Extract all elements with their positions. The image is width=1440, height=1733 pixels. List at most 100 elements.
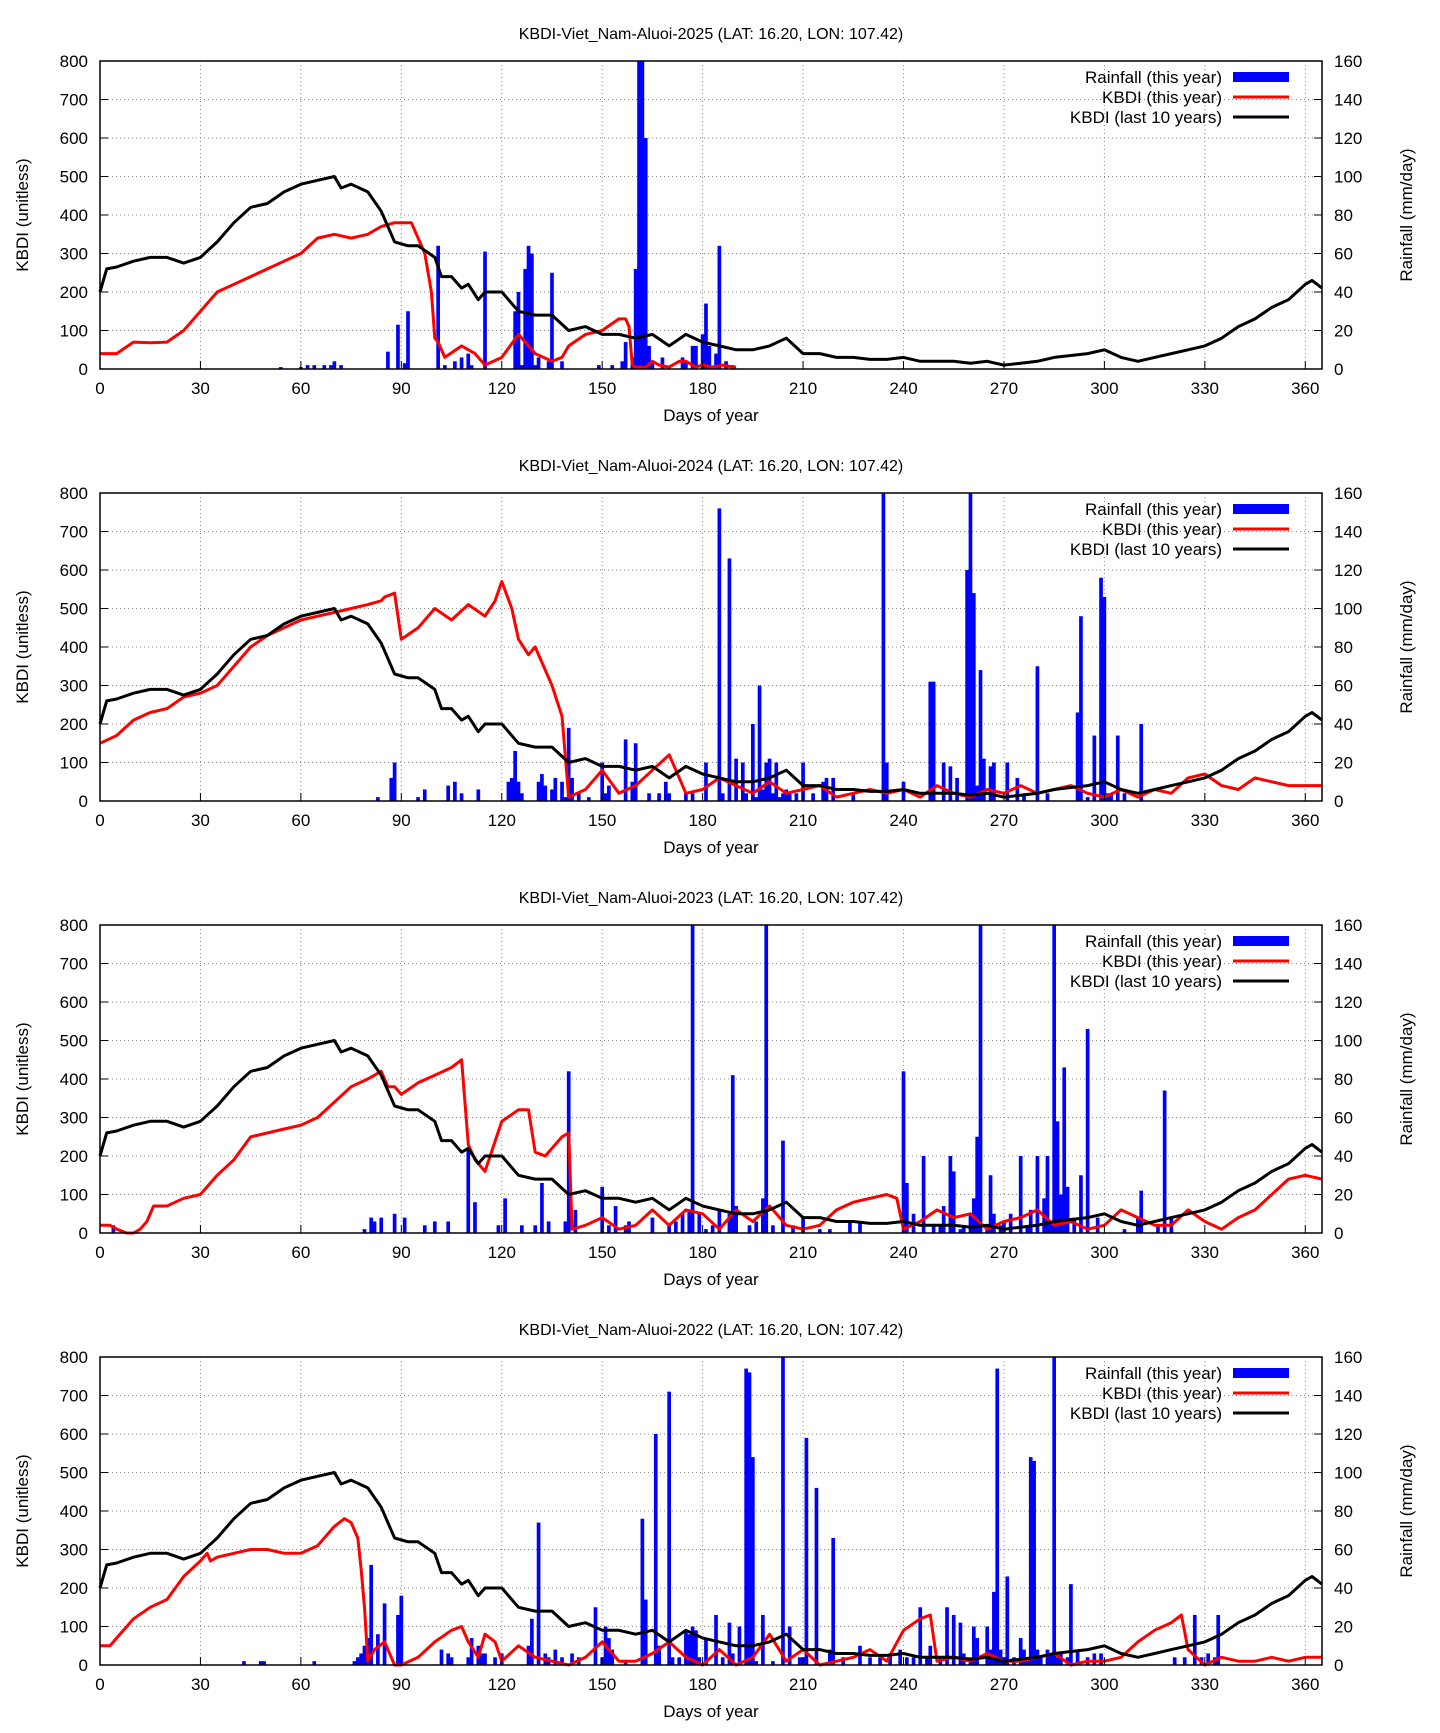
x-tick-label: 30 <box>191 811 210 830</box>
legend-swatch-rainfall <box>1233 936 1289 946</box>
rainfall-bar <box>663 781 668 801</box>
rainfall-bar <box>707 345 712 369</box>
rainfall-bar <box>804 1437 809 1665</box>
rainfall-bar <box>516 292 521 369</box>
rainfall-bar <box>1122 1229 1127 1233</box>
rainfall-bar <box>523 268 528 369</box>
y-left-tick-label: 500 <box>60 168 88 187</box>
rainfall-bar <box>814 1487 819 1665</box>
rainfall-bar <box>684 793 688 801</box>
rainfall-bar <box>717 245 722 369</box>
y-left-tick-label: 300 <box>60 1109 88 1128</box>
rainfall-bar <box>794 793 799 801</box>
rainfall-bar <box>416 797 420 801</box>
x-tick-label: 0 <box>95 811 104 830</box>
rainfall-bar <box>858 1221 862 1233</box>
x-axis-label: Days of year <box>663 1702 759 1721</box>
x-tick-label: 240 <box>889 379 917 398</box>
chart-title: KBDI-Viet_Nam-Aluoi-2024 (LAT: 16.20, LO… <box>519 458 904 475</box>
rainfall-bar <box>1162 1090 1167 1233</box>
rainfall-bar <box>988 766 993 801</box>
rainfall-bar <box>449 1657 454 1665</box>
y-left-tick-label: 100 <box>60 322 88 341</box>
rainfall-bar <box>479 1653 484 1665</box>
rainfall-bar <box>1115 735 1120 801</box>
rainfall-bar <box>546 361 551 369</box>
x-tick-label: 180 <box>688 1243 716 1262</box>
y-right-axis-label: Rainfall (mm/day) <box>1397 1012 1416 1145</box>
y-right-axis-label: Rainfall (mm/day) <box>1397 1444 1416 1577</box>
rainfall-bar <box>560 1657 564 1665</box>
rainfall-bar <box>469 365 474 369</box>
x-tick-label: 210 <box>789 1243 817 1262</box>
rainfall-bar <box>1018 1638 1023 1665</box>
rainfall-bar <box>623 739 628 801</box>
y-left-tick-label: 300 <box>60 677 88 696</box>
x-tick-label: 30 <box>191 1243 210 1262</box>
x-tick-label: 300 <box>1090 811 1118 830</box>
rainfall-bar <box>727 558 732 801</box>
rainfall-bar <box>376 797 380 801</box>
legend-label: KBDI (last 10 years) <box>1070 1404 1222 1423</box>
y-right-axis-label: Rainfall (mm/day) <box>1397 580 1416 713</box>
rainfall-bar <box>493 1657 497 1665</box>
rainfall-bar <box>1028 1457 1033 1665</box>
rainfall-bar <box>536 357 541 369</box>
x-tick-label: 240 <box>889 811 917 830</box>
rainfall-bar <box>955 777 959 801</box>
rainfall-bar <box>1156 1225 1160 1233</box>
rainfall-bar <box>483 251 487 369</box>
rainfall-bar <box>771 1661 775 1665</box>
y-left-tick-label: 100 <box>60 1186 88 1205</box>
rainfall-bar <box>928 681 933 801</box>
x-axis-label: Days of year <box>663 1270 759 1289</box>
rainfall-bar <box>717 508 722 801</box>
rainfall-bar <box>242 1661 246 1665</box>
rainfall-bar <box>623 1661 628 1665</box>
rainfall-bar <box>771 793 775 801</box>
rainfall-bar <box>710 1225 715 1233</box>
rainfall-bar <box>1072 1217 1077 1233</box>
rainfall-bar <box>1182 1657 1187 1665</box>
rainfall-bar <box>767 758 772 801</box>
rainfall-bar <box>992 1213 996 1233</box>
rainfall-bar <box>774 762 779 801</box>
rainfall-bar <box>483 1653 487 1665</box>
rainfall-bar <box>329 365 333 369</box>
rainfall-bar <box>878 1657 882 1665</box>
chart-panel-2: KBDI-Viet_Nam-Aluoi-2023 (LAT: 16.20, LO… <box>13 890 1416 1289</box>
rainfall-bar <box>971 593 976 801</box>
x-tick-label: 120 <box>488 1675 516 1694</box>
rainfall-bar <box>1059 1194 1063 1233</box>
rainfall-bar <box>975 1136 980 1233</box>
rainfall-bar <box>1052 1357 1057 1665</box>
rainfall-bar <box>757 685 762 801</box>
kbdi-this-year-line <box>99 580 1322 799</box>
y-left-tick-label: 500 <box>60 600 88 619</box>
rainfall-bar <box>968 1213 973 1233</box>
y-right-tick-label: 140 <box>1334 91 1362 110</box>
rainfall-bar <box>674 1221 678 1233</box>
y-right-tick-label: 100 <box>1334 168 1362 187</box>
rainfall-bar <box>607 785 611 801</box>
rainfall-bar <box>1079 616 1083 801</box>
rainfall-bar <box>278 367 283 369</box>
rainfall-bar <box>1008 1213 1013 1233</box>
x-tick-label: 90 <box>392 1675 411 1694</box>
rainfall-bar <box>992 762 996 801</box>
rainfall-bar <box>570 777 574 801</box>
rainfall-bar <box>623 342 628 369</box>
rainfall-bar <box>687 1209 692 1233</box>
rainfall-bar <box>1092 1653 1097 1665</box>
chart-title: KBDI-Viet_Nam-Aluoi-2025 (LAT: 16.20, LO… <box>519 26 904 43</box>
rainfall-bar <box>971 1626 976 1665</box>
x-tick-label: 180 <box>688 811 716 830</box>
rainfall-bar <box>1005 1576 1010 1665</box>
rainfall-bar <box>553 777 558 801</box>
rainfall-bar <box>787 1626 792 1665</box>
y-right-tick-label: 40 <box>1334 1147 1353 1166</box>
rainfall-bar <box>694 345 698 369</box>
y-left-tick-label: 600 <box>60 1425 88 1444</box>
legend: Rainfall (this year)KBDI (this year)KBDI… <box>1070 1364 1289 1423</box>
